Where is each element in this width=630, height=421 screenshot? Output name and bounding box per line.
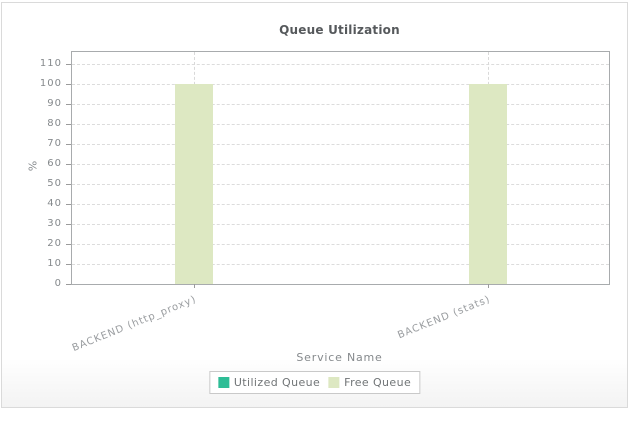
y-tick-label: 10 [47,258,62,269]
y-axis-tick [66,164,71,165]
y-gridline [72,204,609,205]
y-tick-label: 20 [47,238,62,249]
y-axis-tick [66,204,71,205]
y-axis-tick [66,224,71,225]
x-axis-tick [194,284,195,288]
y-tick-label: 110 [39,58,62,69]
y-axis-tick [66,64,71,65]
y-gridline [72,224,609,225]
y-axis-tick [66,124,71,125]
y-gridline [72,84,609,85]
y-tick-label: 70 [47,138,62,149]
plot-area: 0 10 20 30 40 50 60 70 80 90 100 110 BACKEND (http_p… [40,51,610,354]
bar-free-queue[interactable] [469,84,507,284]
y-gridline [72,144,609,145]
y-gridline [72,244,609,245]
y-tick-label: 40 [47,198,62,209]
y-tick-label: 60 [47,158,62,169]
y-tick-label: 50 [47,178,62,189]
x-axis-title: Service Name [296,351,383,364]
legend-swatch [217,377,229,388]
x-axis-tick [488,284,489,288]
y-tick-label: 100 [39,78,62,89]
y-gridline [72,124,609,125]
y-axis-tick [66,264,71,265]
y-gridline [72,184,609,185]
legend-item-free-queue[interactable]: Free Queue [328,376,411,389]
y-gridline [72,164,609,165]
legend: Utilized Queue Free Queue [208,371,421,394]
y-gridline [72,104,609,105]
y-axis-tick [66,184,71,185]
y-axis-tick [66,84,71,85]
bar-free-queue[interactable] [175,84,213,284]
y-tick-label: 90 [47,98,62,109]
y-axis-tick [66,244,71,245]
legend-swatch [328,377,340,388]
y-axis-tick [66,144,71,145]
y-gridline [72,64,609,65]
y-axis-tick [66,284,71,285]
y-gridline [72,264,609,265]
y-tick-label: 30 [47,218,62,229]
x-category-label: BACKEND (http_proxy) [70,294,199,355]
chart-title: Queue Utilization [279,23,400,37]
y-tick-label: 80 [47,118,62,129]
legend-label: Free Queue [344,376,412,389]
y-tick-label: 0 [54,278,62,289]
y-axis-title: % [26,159,40,172]
legend-label: Utilized Queue [233,376,321,389]
legend-item-utilized-queue[interactable]: Utilized Queue [217,376,321,389]
y-axis-tick [66,104,71,105]
chart-panel: Queue Utilization 0 10 20 30 40 50 60 70 80 90 100… [1,2,628,408]
